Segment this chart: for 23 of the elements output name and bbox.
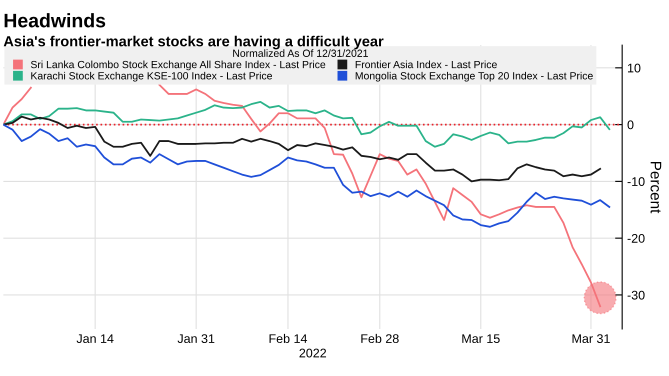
- legend-title: Normalized As Of 12/31/2021: [233, 49, 368, 57]
- legend-label: Karachi Stock Exchange KSE-100 Index - Last Price: [31, 72, 272, 82]
- x-tick-label: Feb 14: [270, 334, 308, 344]
- x-tick-label: Mar 15: [462, 334, 500, 344]
- x-tick-label: Feb 28: [361, 334, 399, 344]
- x-tick-label: Jan 31: [178, 334, 214, 344]
- line-series: [3, 124, 610, 228]
- y-axis-title: Percent: [650, 162, 662, 214]
- line-series: [3, 116, 602, 182]
- y-tick-label: -30: [628, 290, 645, 300]
- x-axis-title: 2022: [299, 348, 326, 358]
- legend-label: Frontier Asia Index - Last Price: [356, 60, 497, 68]
- legend-label: Sri Lanka Colombo Stock Exchange All Share Index - Last Price: [30, 60, 326, 70]
- line-series: [3, 100, 610, 148]
- x-tick-label: Mar 31: [572, 334, 610, 344]
- y-tick-label: 10: [628, 64, 640, 72]
- chart-subtitle: Asia's frontier-market stocks are having a difficult year: [4, 36, 384, 50]
- y-tick-label: -10: [628, 177, 645, 186]
- x-tick-label: Jan 14: [76, 334, 114, 344]
- y-tick-label: 0: [628, 120, 634, 130]
- legend-label: Mongolia Stock Exchange Top 20 Index - Last Price: [356, 72, 593, 82]
- chart-title: Headwinds: [4, 13, 106, 28]
- y-tick-label: -20: [628, 234, 645, 243]
